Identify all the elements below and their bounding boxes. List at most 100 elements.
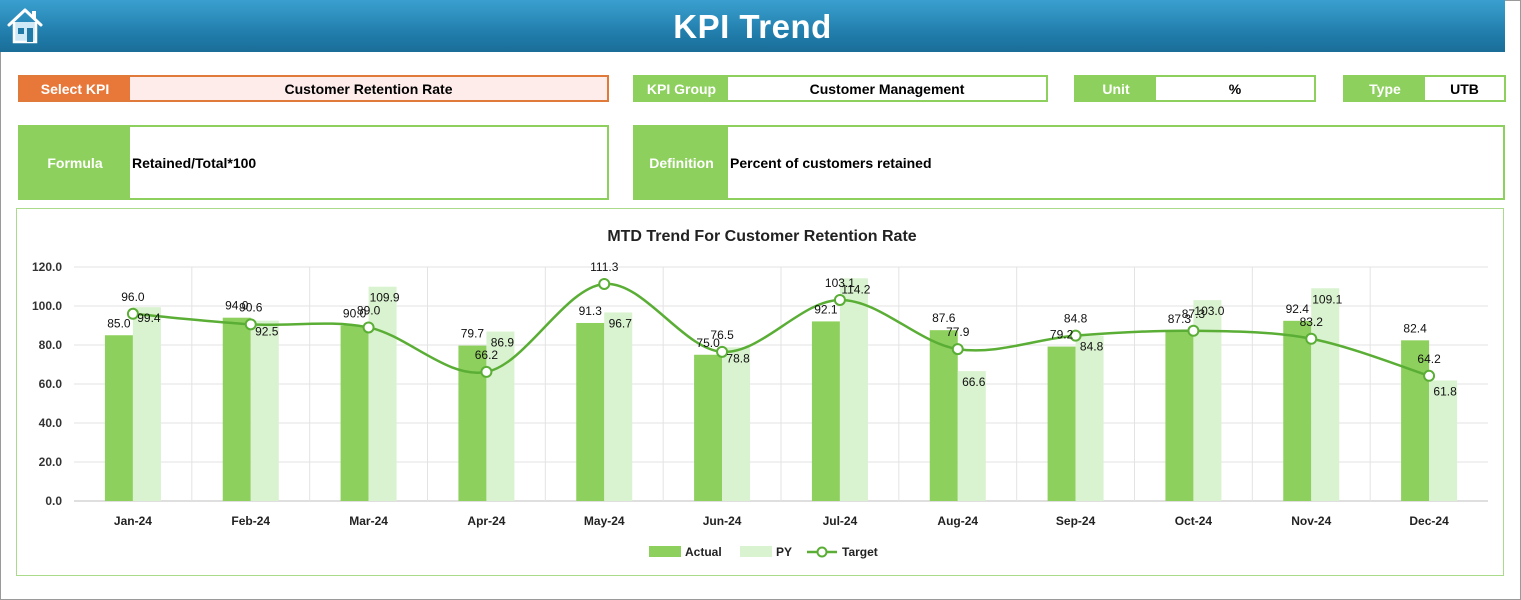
target-data-label: 96.0	[121, 290, 145, 304]
y-tick-label: 100.0	[32, 299, 62, 313]
target-data-label: 66.2	[475, 348, 499, 362]
unit-value: %	[1228, 80, 1242, 97]
target-data-label: 84.8	[1064, 312, 1088, 326]
kpi-trend-chart: 0.0 20.0 40.0 60.0 80.0 100.0 120.0 85.0 99.4 94…	[32, 228, 1488, 559]
y-tick-label: 20.0	[39, 455, 63, 469]
x-tick-label: Dec-24	[1409, 514, 1449, 528]
py-data-label: 114.2	[841, 282, 870, 296]
type-label: Type	[1345, 77, 1425, 100]
target-data-label: 77.9	[946, 325, 970, 339]
py-bar	[957, 371, 986, 501]
target-data-label: 76.5	[710, 328, 734, 342]
type-value: UTB	[1450, 80, 1479, 97]
actual-data-label: 75.0	[696, 336, 720, 350]
actual-data-label: 79.2	[1050, 328, 1074, 342]
target-data-label: 87.3	[1182, 307, 1206, 321]
py-bar	[722, 347, 751, 501]
y-tick-label: 80.0	[39, 338, 63, 352]
target-data-label: 64.2	[1417, 352, 1441, 366]
target-data-label: 89.0	[357, 303, 381, 317]
py-data-label: 84.8	[1080, 340, 1104, 354]
legend-target-label: Target	[842, 545, 878, 559]
actual-data-label: 87.3	[1168, 312, 1192, 326]
type-field: Type UTB	[1343, 75, 1506, 102]
target-point	[951, 343, 964, 356]
select-kpi-field[interactable]: Select KPI Customer Retention Rate	[18, 75, 609, 102]
py-data-label: 78.8	[726, 351, 750, 365]
target-point	[598, 277, 611, 290]
actual-bar	[1283, 320, 1312, 501]
target-point	[1305, 332, 1318, 345]
y-tick-label: 0.0	[45, 494, 62, 508]
py-bar	[132, 307, 161, 501]
legend-target-marker	[816, 546, 828, 558]
py-data-label: 96.7	[609, 316, 633, 330]
actual-bar	[1047, 346, 1076, 501]
actual-data-label: 92.1	[814, 302, 838, 316]
kpi-group-value: Customer Management	[809, 80, 965, 97]
actual-bar	[1165, 330, 1194, 501]
legend-py-label: PY	[776, 545, 792, 559]
chart-area: 0.0 20.0 40.0 60.0 80.0 100.0 120.0 85.0 99.4 94…	[16, 208, 1504, 576]
target-point	[1187, 324, 1200, 337]
actual-bar	[811, 321, 840, 501]
home-icon[interactable]	[5, 5, 45, 45]
target-data-label: 111.3	[590, 260, 619, 274]
unit-field: Unit %	[1074, 75, 1316, 102]
x-tick-label: Apr-24	[467, 514, 505, 528]
actual-bar	[104, 335, 133, 501]
py-data-label: 103.0	[1194, 304, 1224, 318]
target-point	[1069, 329, 1082, 342]
actual-bar	[340, 325, 369, 501]
py-data-label: 86.9	[491, 336, 515, 350]
py-data-label: 99.4	[137, 311, 161, 325]
x-tick-label: Oct-24	[1175, 514, 1213, 528]
definition-label: Definition	[635, 127, 728, 198]
actual-bar	[222, 317, 251, 501]
select-kpi-dropdown[interactable]: Customer Retention Rate	[130, 77, 607, 100]
x-tick-label: Mar-24	[349, 514, 388, 528]
formula-field: Formula Retained/Total*100	[18, 125, 609, 200]
py-bar	[839, 278, 868, 501]
legend-actual-swatch	[649, 546, 681, 557]
select-kpi-label: Select KPI	[20, 77, 130, 100]
py-data-label: 109.9	[370, 291, 400, 305]
actual-data-label: 79.7	[461, 327, 485, 341]
target-point	[362, 321, 375, 334]
actual-data-label: 92.4	[1286, 302, 1310, 316]
actual-data-label: 90.0	[343, 307, 367, 321]
py-data-label: 61.8	[1433, 384, 1457, 398]
formula-value: Retained/Total*100	[132, 154, 257, 171]
py-data-label: 92.5	[255, 325, 279, 339]
x-tick-label: Jun-24	[703, 514, 742, 528]
target-point	[1423, 369, 1436, 382]
kpi-group-label: KPI Group	[635, 77, 728, 100]
x-tick-label: Sep-24	[1056, 514, 1096, 528]
formula-label: Formula	[20, 127, 130, 198]
y-tick-label: 40.0	[39, 416, 63, 430]
py-bar	[1311, 288, 1340, 501]
py-bar	[1075, 335, 1104, 501]
target-point	[244, 318, 257, 331]
target-data-label: 103.1	[825, 276, 855, 290]
actual-bar	[576, 322, 605, 501]
x-tick-label: Nov-24	[1291, 514, 1331, 528]
definition-field: Definition Percent of customers retained	[633, 125, 1505, 200]
x-tick-label: Aug-24	[937, 514, 978, 528]
kpi-group-field: KPI Group Customer Management	[633, 75, 1048, 102]
header-bar: KPI Trend	[0, 0, 1505, 52]
legend-py-swatch	[740, 546, 772, 557]
actual-bar	[694, 354, 723, 501]
legend-actual-label: Actual	[685, 545, 722, 559]
target-data-label: 83.2	[1300, 315, 1324, 329]
py-bar	[1429, 380, 1458, 501]
py-data-label: 109.1	[1312, 292, 1342, 306]
unit-label: Unit	[1076, 77, 1156, 100]
y-tick-label: 60.0	[39, 377, 63, 391]
py-bar	[604, 312, 633, 501]
actual-data-label: 91.3	[579, 304, 603, 318]
actual-data-label: 87.6	[932, 311, 956, 325]
x-tick-label: Feb-24	[231, 514, 270, 528]
definition-value: Percent of customers retained	[730, 154, 932, 171]
py-data-label: 66.6	[962, 375, 986, 389]
